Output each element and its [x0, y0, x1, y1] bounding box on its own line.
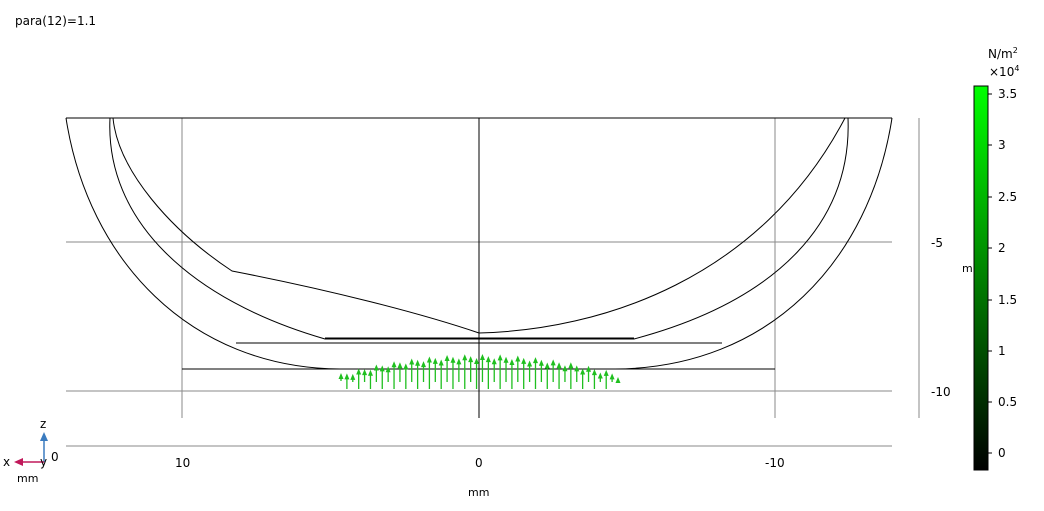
- load-arrow-head: [615, 377, 621, 383]
- load-arrow-head: [391, 361, 397, 368]
- z-tick-label-minus5: -5: [931, 236, 943, 250]
- load-arrow-head: [474, 358, 480, 365]
- z-tick-label-minus10: -10: [931, 385, 951, 399]
- load-arrow-head: [574, 365, 580, 372]
- load-arrow-head: [344, 373, 350, 380]
- x-tick-label-0: 0: [475, 456, 483, 470]
- load-arrow-head: [444, 355, 450, 362]
- load-arrow-head: [385, 366, 391, 373]
- load-arrow-head: [603, 369, 609, 376]
- load-arrow-head: [462, 354, 468, 361]
- load-arrow-head: [538, 359, 544, 366]
- load-arrows: [338, 354, 621, 389]
- load-arrow-head: [556, 362, 562, 369]
- load-arrow-head: [426, 356, 432, 363]
- colorbar-tick-label: 3.5: [998, 87, 1018, 101]
- colorbar-ticks: [988, 93, 992, 454]
- colorbar-unit: N/m2: [988, 46, 1018, 61]
- colorbar-tick-label: 2.5: [998, 190, 1018, 204]
- load-arrow-head: [379, 365, 385, 372]
- colorbar-tick-label: 1.5: [998, 293, 1018, 307]
- load-arrow-head: [491, 358, 497, 365]
- load-arrow-head: [456, 358, 462, 365]
- load-arrow-head: [562, 365, 568, 372]
- triad-z-label: z: [40, 417, 47, 431]
- axis-triad: [14, 432, 48, 466]
- triad-x-arrowhead: [14, 458, 23, 466]
- load-arrow-head: [409, 358, 415, 365]
- colorbar-scale: ×104: [989, 64, 1020, 79]
- load-arrow-head: [597, 372, 603, 379]
- load-arrow-head: [362, 369, 368, 376]
- grid: [66, 118, 920, 447]
- colorbar-tick-label: 0.5: [998, 395, 1018, 409]
- load-arrow-head: [609, 373, 615, 380]
- x-tick-label-10: 10: [175, 456, 191, 470]
- load-arrow-head: [586, 365, 592, 372]
- load-arrow-head: [532, 357, 538, 364]
- colorbar-tick-label: 2: [998, 241, 1006, 255]
- triad-unit-label: mm: [17, 472, 39, 485]
- load-arrow-head: [591, 369, 597, 376]
- load-arrow-head: [479, 354, 485, 361]
- plot-title: para(12)=1.1: [15, 14, 97, 28]
- load-arrow-head: [544, 362, 550, 369]
- load-arrow-head: [527, 360, 533, 367]
- load-arrow-head: [438, 359, 444, 366]
- inner-arc-left: [112, 117, 480, 334]
- load-arrow-head: [356, 368, 362, 375]
- triad-z-arrowhead: [40, 432, 48, 441]
- load-arrow-head: [350, 373, 356, 380]
- load-arrow-head: [503, 356, 509, 363]
- z-axis-unit: m: [962, 262, 973, 275]
- colorbar-tick-label: 0: [998, 446, 1006, 460]
- colorbar-tick-label: 1: [998, 344, 1006, 358]
- load-arrow-head: [421, 361, 427, 368]
- geometry-outline: [65, 117, 893, 418]
- load-arrow-head: [568, 362, 574, 369]
- load-arrow-head: [367, 369, 373, 376]
- inner-arc-right: [478, 117, 846, 334]
- load-arrow-head: [485, 356, 491, 363]
- load-arrow-head: [468, 356, 474, 363]
- load-arrow-head: [415, 359, 421, 366]
- load-arrow-head: [450, 356, 456, 363]
- load-arrow-head: [497, 354, 503, 361]
- colorbar-tick-label: 3: [998, 138, 1006, 152]
- load-arrow-head: [521, 357, 527, 364]
- triad-y-label: y: [40, 455, 48, 469]
- triad-x-label: x: [3, 455, 11, 469]
- load-arrow-head: [338, 373, 344, 379]
- x-tick-label-minus10: -10: [765, 456, 785, 470]
- load-arrow-head: [397, 362, 403, 369]
- load-arrow-head: [403, 363, 409, 370]
- load-arrow-head: [432, 357, 438, 364]
- triad-origin-label: 0: [51, 450, 59, 464]
- load-arrow-head: [515, 355, 521, 362]
- colorbar: [973, 85, 989, 471]
- load-arrow-head: [550, 359, 556, 366]
- x-axis-unit: mm: [468, 486, 490, 499]
- load-arrow-head: [509, 359, 515, 366]
- load-arrow-head: [580, 368, 586, 375]
- load-arrow-head: [373, 364, 379, 371]
